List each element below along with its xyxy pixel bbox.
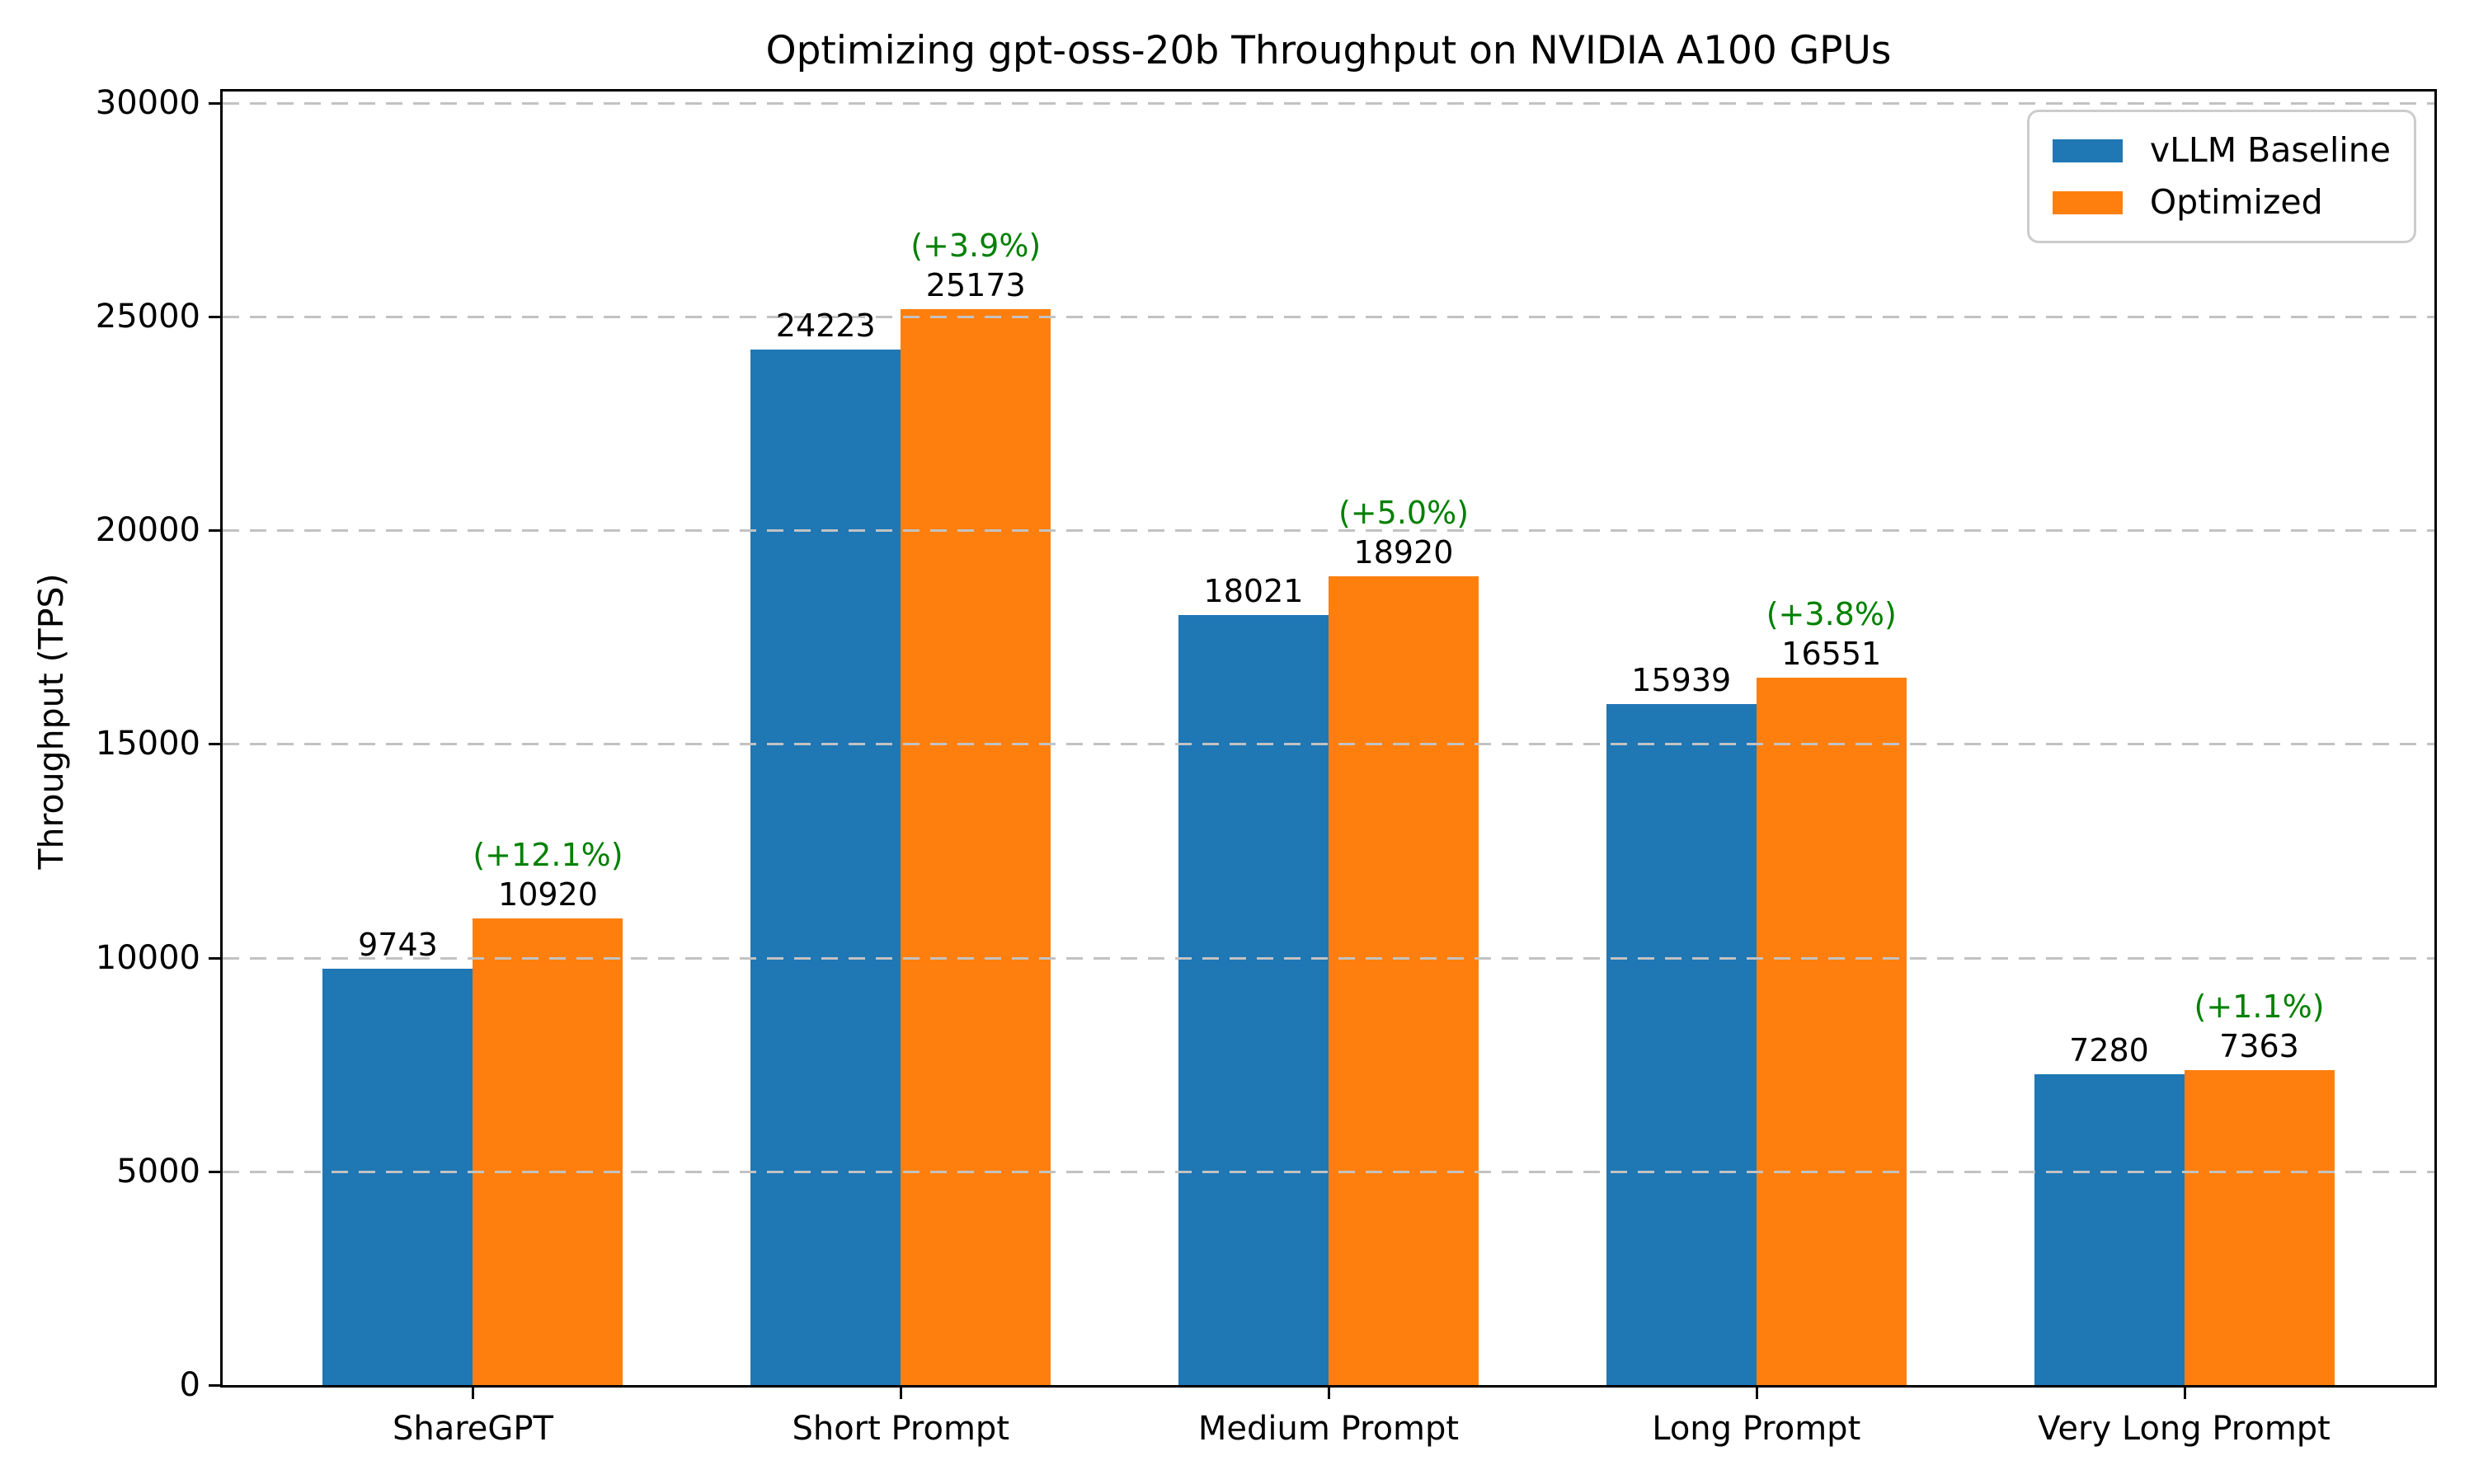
gridline-30000 xyxy=(223,101,2434,105)
bar-value-label-optimized-0: 10920 xyxy=(498,876,598,913)
bar-optimized-2 xyxy=(1329,576,1479,1385)
legend-label-baseline: vLLM Baseline xyxy=(2149,130,2391,170)
bar-value-label-optimized-2: 18920 xyxy=(1353,534,1454,571)
y-tick-5000 xyxy=(209,1170,220,1173)
bar-value-label-baseline-1: 24223 xyxy=(775,308,876,345)
gridline-20000 xyxy=(223,529,2434,533)
bar-value-label-baseline-0: 9743 xyxy=(358,927,438,963)
x-tick-label-0: ShareGPT xyxy=(392,1410,553,1448)
improvement-label-2: (+5.0%) xyxy=(1338,495,1470,532)
plot-inner: 9743 24223 18021 15939 7280 10920 (+12.1%) 2517… xyxy=(223,92,2434,1385)
legend-swatch-baseline xyxy=(2052,139,2123,162)
bar-value-label-baseline-2: 18021 xyxy=(1203,572,1304,609)
improvement-label-0: (+12.1%) xyxy=(473,836,623,873)
bar-baseline-4 xyxy=(2034,1073,2185,1385)
y-tick-label-20000: 20000 xyxy=(95,511,200,550)
x-tick-label-4: Very Long Prompt xyxy=(2038,1410,2331,1448)
x-tick-label-1: Short Prompt xyxy=(792,1410,1010,1448)
improvement-label-4: (+1.1%) xyxy=(2194,989,2325,1026)
x-tick-label-2: Medium Prompt xyxy=(1197,1410,1460,1448)
bar-optimized-4 xyxy=(2184,1070,2335,1385)
y-tick-20000 xyxy=(209,529,220,533)
y-tick-label-5000: 5000 xyxy=(116,1152,200,1190)
legend-swatch-optimized xyxy=(2052,190,2123,214)
improvement-label-3: (+3.8%) xyxy=(1766,596,1897,633)
y-tick-label-0: 0 xyxy=(179,1366,200,1404)
y-tick-30000 xyxy=(209,101,220,105)
bar-value-label-optimized-4: 7363 xyxy=(2219,1028,2299,1065)
bar-baseline-2 xyxy=(1178,614,1329,1385)
bar-value-label-baseline-3: 15939 xyxy=(1631,661,1732,698)
y-tick-label-30000: 30000 xyxy=(95,83,200,122)
bar-baseline-0 xyxy=(322,969,473,1385)
x-tick-4 xyxy=(2183,1388,2186,1399)
x-tick-2 xyxy=(1328,1388,1330,1399)
gridline-10000 xyxy=(223,956,2434,960)
gridline-25000 xyxy=(223,316,2434,319)
y-tick-10000 xyxy=(209,956,220,960)
gridline-15000 xyxy=(223,743,2434,746)
x-tick-3 xyxy=(1755,1388,1758,1399)
chart-title: Optimizing gpt-oss-20b Throughput on NVI… xyxy=(765,28,1892,73)
bar-optimized-0 xyxy=(473,918,623,1385)
y-tick-15000 xyxy=(209,743,220,746)
bar-baseline-3 xyxy=(1606,703,1757,1385)
bar-value-label-baseline-4: 7280 xyxy=(2069,1031,2149,1068)
x-tick-label-3: Long Prompt xyxy=(1652,1410,1861,1448)
y-tick-0 xyxy=(209,1384,220,1387)
x-tick-0 xyxy=(472,1388,475,1399)
legend: vLLM Baseline Optimized xyxy=(2026,110,2416,244)
bar-optimized-1 xyxy=(901,309,1051,1385)
bar-baseline-1 xyxy=(750,350,901,1385)
gridline-5000 xyxy=(223,1170,2434,1173)
plot-area: 9743 24223 18021 15939 7280 10920 (+12.1%) 2517… xyxy=(220,89,2437,1388)
bar-optimized-3 xyxy=(1756,678,1907,1385)
legend-row-0: vLLM Baseline xyxy=(2052,130,2391,170)
bar-value-label-optimized-3: 16551 xyxy=(1781,636,1882,673)
y-tick-label-25000: 25000 xyxy=(95,298,200,336)
legend-row-1: Optimized xyxy=(2052,182,2391,223)
bar-value-label-optimized-1: 25173 xyxy=(925,267,1026,304)
y-tick-25000 xyxy=(209,316,220,319)
y-tick-label-10000: 10000 xyxy=(95,938,200,977)
improvement-label-1: (+3.9%) xyxy=(910,228,1042,265)
legend-label-optimized: Optimized xyxy=(2149,182,2323,223)
x-tick-1 xyxy=(900,1388,903,1399)
y-tick-label-15000: 15000 xyxy=(95,725,200,763)
